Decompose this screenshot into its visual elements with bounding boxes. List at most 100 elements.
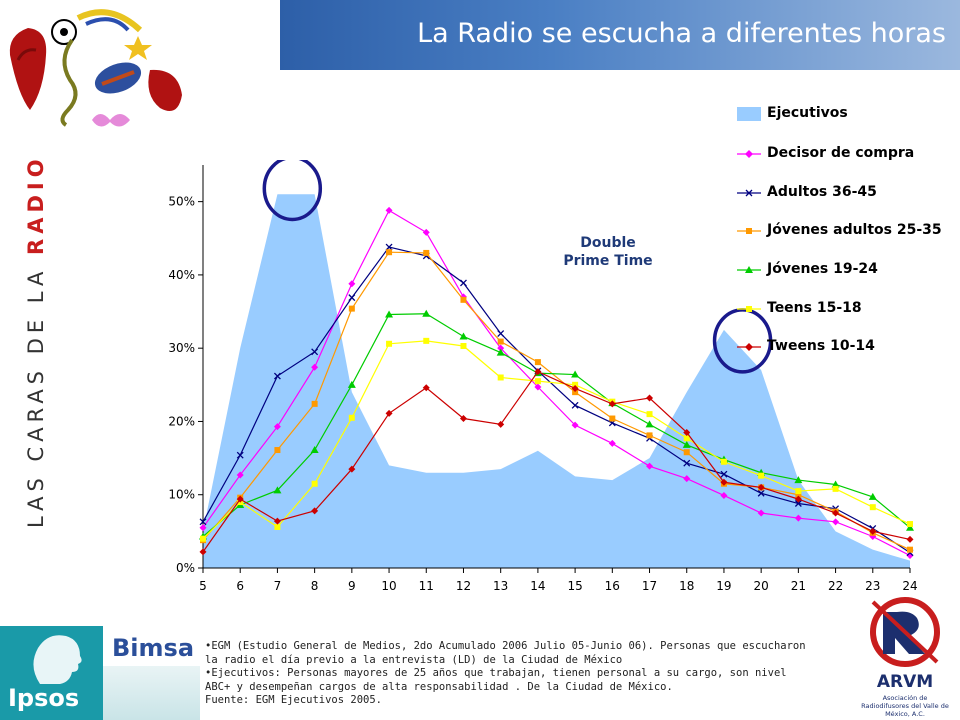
data-point-4-8: [496, 348, 505, 356]
data-point-6-12: [646, 394, 654, 402]
data-point-2-15: [757, 489, 765, 497]
data-point-5-3: [311, 480, 318, 487]
series-line-3: [202, 251, 911, 551]
annotation-line-2: Prime Time: [563, 253, 653, 269]
data-point-1-13: [683, 475, 691, 483]
x-tick-label: 18: [679, 579, 694, 593]
data-point-1-12: [646, 462, 654, 470]
legend-item-3: Jóvenes adultos 25-35: [735, 221, 955, 241]
data-point-5-8: [497, 374, 504, 381]
data-point-2-0: [199, 518, 207, 526]
data-point-1-8: [497, 344, 505, 352]
data-point-1-6: [422, 228, 430, 236]
swoosh-icon: [76, 9, 143, 33]
legend-label-4: Jóvenes 19-24: [767, 261, 878, 277]
data-point-6-5: [385, 409, 393, 417]
data-point-6-4: [348, 465, 356, 473]
data-point-5-7: [460, 342, 467, 349]
data-point-6-18: [869, 527, 877, 535]
data-point-1-15: [757, 509, 765, 517]
footnotes: •EGM (Estudio General de Medios, 2do Acu…: [205, 640, 817, 708]
head-profile-icon: [33, 635, 82, 684]
series-line-1: [202, 209, 911, 557]
x-tick-label: 11: [419, 579, 434, 593]
data-point-3-3: [311, 400, 318, 407]
mask-right-icon: [148, 69, 182, 112]
x-tick-label: 6: [236, 579, 244, 593]
legend-label-0: Ejecutivos: [767, 105, 848, 121]
data-point-2-2: [273, 372, 281, 380]
data-point-6-9: [534, 368, 542, 376]
data-point-6-16: [794, 495, 802, 503]
data-point-1-16: [794, 514, 802, 522]
data-point-2-3: [311, 348, 319, 356]
x-tick-label: 7: [274, 579, 282, 593]
data-point-1-2: [273, 423, 281, 431]
legend-label-6: Tweens 10-14: [767, 338, 875, 354]
las-caras-logo: [9, 9, 182, 127]
x-tick-label: 9: [348, 579, 356, 593]
data-point-1-10: [571, 421, 579, 429]
data-point-6-8: [497, 420, 505, 428]
side-banner: LAS CARAS DE LA RADIO: [24, 154, 48, 528]
data-point-3-13: [683, 449, 690, 456]
side-banner-prefix: LAS CARAS DE LA: [24, 254, 48, 528]
data-point-2-4: [348, 294, 356, 302]
series-line-2: [202, 246, 911, 554]
side-banner-highlight: RADIO: [24, 154, 48, 255]
x-tick-label: 24: [902, 579, 917, 593]
legend-item-5: Teens 15-18: [735, 299, 955, 319]
data-point-3-6: [423, 249, 430, 256]
x-tick-label: 5: [199, 579, 207, 593]
x-tick-label: 16: [605, 579, 620, 593]
y-tick-label: 0%: [176, 561, 195, 575]
x-tick-label: 17: [642, 579, 657, 593]
x-tick-label: 21: [791, 579, 806, 593]
treble-clef-icon: [60, 38, 78, 127]
data-point-3-12: [646, 432, 653, 439]
legend-swatch-3: [737, 228, 761, 234]
data-point-5-14: [720, 458, 727, 465]
legend-swatch-5: [737, 306, 761, 312]
title-bar: La Radio se escucha a diferentes horas: [280, 0, 960, 70]
data-point-6-17: [832, 509, 840, 517]
legend-item-6: Tweens 10-14: [735, 337, 955, 357]
ipsos-brand: Ipsos: [8, 684, 80, 712]
ipsos-logo: [0, 626, 103, 720]
x-tick-label: 14: [530, 579, 545, 593]
data-point-3-5: [386, 249, 393, 256]
legend-label-3: Jóvenes adultos 25-35: [767, 222, 942, 238]
double-prime-time-annotation: Double Prime Time: [548, 234, 668, 270]
series-area-0: [203, 194, 910, 568]
data-point-1-1: [236, 471, 244, 479]
data-point-1-14: [720, 491, 728, 499]
y-tick-label: 40%: [168, 268, 195, 282]
data-point-1-3: [311, 363, 319, 371]
data-point-5-17: [832, 485, 839, 492]
data-point-4-17: [831, 480, 840, 488]
series-line-6: [202, 370, 911, 553]
bimsa-brand: Bimsa: [112, 634, 195, 662]
data-point-3-9: [534, 359, 541, 366]
x-tick-label: 22: [828, 579, 843, 593]
arvm-brand: ARVM: [876, 672, 934, 692]
data-point-4-13: [682, 440, 691, 448]
data-point-3-4: [348, 305, 355, 312]
data-point-1-11: [608, 439, 616, 447]
data-point-6-19: [906, 535, 914, 543]
data-point-6-13: [683, 428, 691, 436]
legend-item-2: Adultos 36-45: [735, 183, 955, 203]
data-point-3-7: [460, 296, 467, 303]
data-point-4-6: [422, 309, 431, 317]
x-tick-label: 23: [865, 579, 880, 593]
data-point-6-10: [571, 384, 579, 392]
data-point-4-4: [347, 380, 356, 388]
y-tick-label: 30%: [168, 341, 195, 355]
data-point-6-15: [757, 483, 765, 491]
data-point-2-5: [385, 243, 393, 251]
data-point-2-8: [497, 330, 505, 337]
butterfly-icon: [92, 114, 130, 127]
data-point-4-10: [571, 370, 580, 378]
data-point-6-6: [422, 384, 430, 392]
legend-item-1: Decisor de compra: [735, 144, 955, 164]
